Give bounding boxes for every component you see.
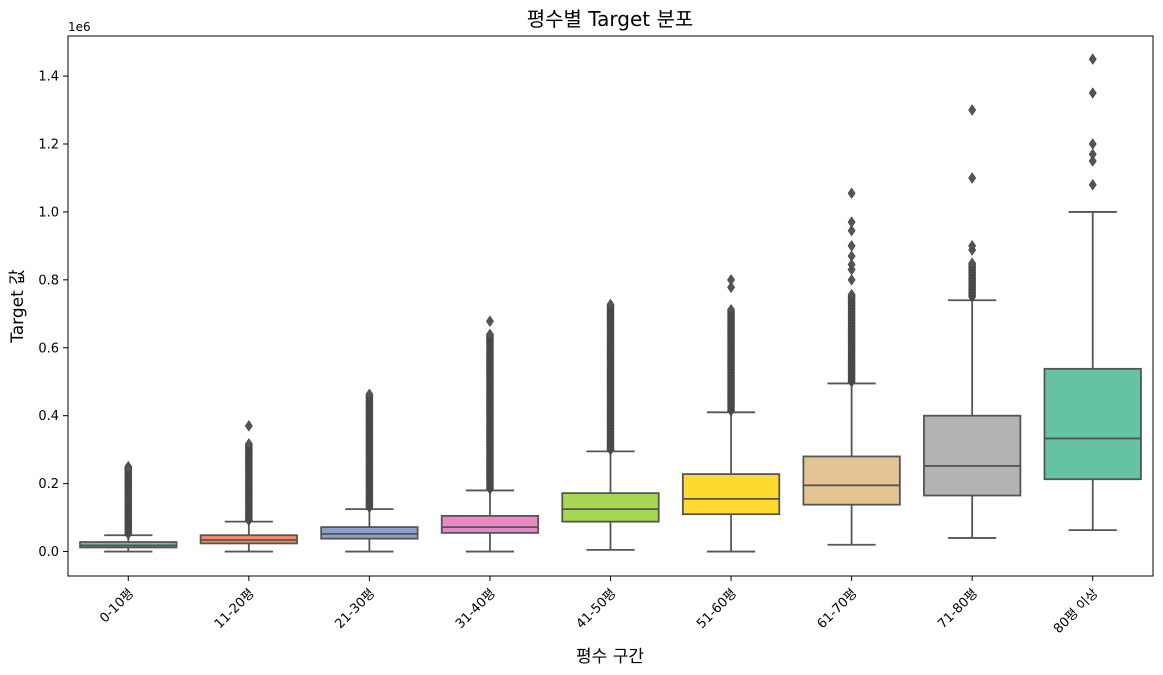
flier-point [1088,138,1097,150]
y-tick-label: 0.8 [38,273,59,288]
flier-point [485,315,494,328]
flier-point [727,304,736,316]
box-iqr [1043,367,1142,481]
flier-point [727,281,736,294]
flier-point [847,288,856,301]
x-tick-label: 61-70평 [815,586,861,632]
flier-point [968,104,977,116]
x-tick-label: 41-50평 [574,586,620,632]
y-tick-label: 0.6 [38,341,59,356]
flier-point [847,216,856,228]
flier-point [1088,87,1097,99]
x-tick-label: 51-60평 [694,586,740,632]
flier-point [847,224,856,237]
flier-point [968,172,977,184]
chart-title: 평수별 Target 분포 [527,7,694,31]
box-group [923,104,1022,539]
y-tick-label: 0.0 [38,545,59,560]
box-iqr [561,492,660,523]
x-axis-title: 평수 구간 [576,647,644,667]
x-tick-label: 21-30평 [332,586,378,632]
flier-point [968,240,977,252]
box-group [561,298,660,551]
box-group [681,274,781,553]
box-iqr [440,514,540,534]
y-tick-label: 1.0 [38,205,59,220]
flier-point [606,298,615,311]
plot-area [79,53,1142,553]
x-tick-label: 80평 이상 [1051,586,1102,637]
box-iqr [681,473,781,516]
y-tick-label: 0.4 [38,409,59,424]
flier-point [244,438,253,450]
box-group [440,315,540,553]
box-group [1043,53,1142,532]
y-axis-title: Target 값 [8,269,28,344]
flier-point [1088,155,1097,167]
y-tick-label: 0.2 [38,477,59,492]
x-tick-label: 0-10평 [97,586,137,626]
flier-point [485,328,494,341]
flier-point [1088,53,1097,65]
box-group [802,187,901,546]
box-iqr [802,455,901,506]
y-axis-offset-label: 1e6 [68,20,91,34]
flier-point [847,187,856,199]
flier-point [847,250,856,262]
flier-point [847,258,856,271]
flier-point [1088,148,1097,160]
box-iqr [320,526,419,540]
flier-point [968,257,977,269]
flier-point [1088,179,1097,191]
flier-point [124,463,133,475]
flier-point [727,274,736,286]
y-tick-label: 1.2 [38,138,59,153]
box-group [199,420,298,553]
x-tick-label: 11-20평 [212,586,258,632]
flier-point [365,388,374,401]
y-tick-label: 1.4 [38,70,59,85]
flier-point [847,240,856,252]
box-group [79,460,178,553]
flier-point [244,420,253,432]
box-iqr [923,414,1022,497]
x-tick-label: 71-80평 [935,586,981,632]
box-group [320,388,419,553]
x-tick-label: 31-40평 [453,586,499,632]
flier-point [847,274,856,286]
